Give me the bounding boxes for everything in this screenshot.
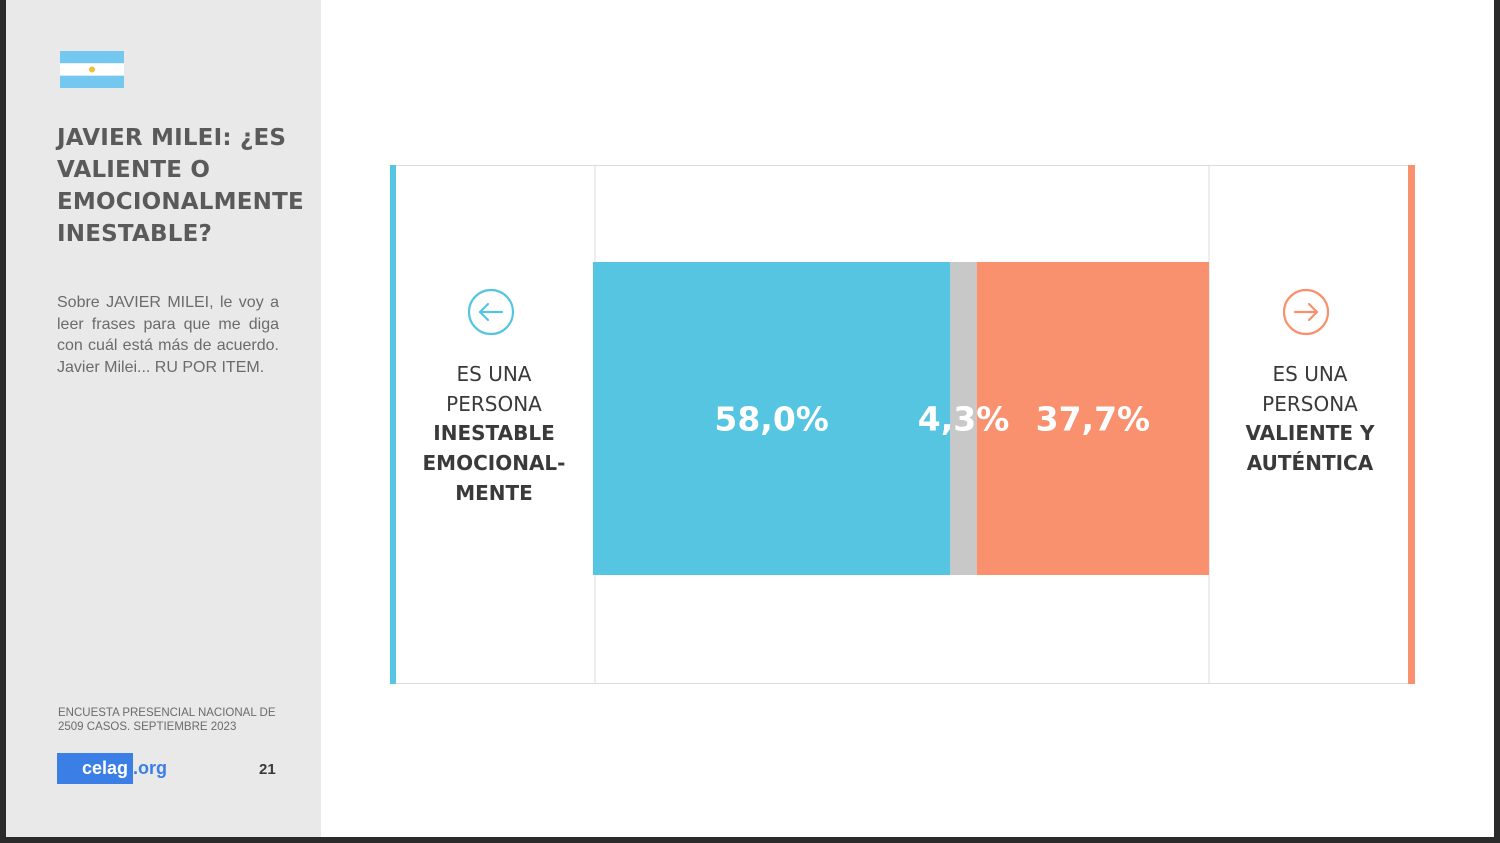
- right-label-bold2: AUTÉNTICA: [1247, 451, 1374, 475]
- arrow-right-circle-icon: [1282, 288, 1330, 336]
- value-label-neutral: 4,3%: [918, 400, 1010, 439]
- sidebar: JAVIER MILEI: ¿ES VALIENTE O EMOCIONALME…: [6, 0, 321, 837]
- right-label-bold1: VALIENTE Y: [1246, 421, 1375, 445]
- right-label-line1: ES UNA: [1273, 362, 1348, 386]
- arrow-left-circle-icon: [467, 288, 515, 336]
- question-text: Sobre JAVIER MILEI, le voy a leer frases…: [57, 294, 279, 376]
- left-label-line2: PERSONA: [446, 392, 542, 416]
- slide: JAVIER MILEI: ¿ES VALIENTE O EMOCIONALME…: [6, 0, 1494, 837]
- source-note: ENCUESTA PRESENCIAL NACIONAL DE 2509 CAS…: [58, 707, 276, 733]
- chart: ES UNA PERSONA INESTABLE EMOCIONAL- MENT…: [390, 165, 1415, 684]
- left-label-bold3: MENTE: [455, 481, 533, 505]
- left-category-label: ES UNA PERSONA INESTABLE EMOCIONAL- MENT…: [423, 362, 566, 505]
- logo-main-text: celag: [82, 758, 129, 778]
- right-accent-bar: [1408, 165, 1415, 684]
- bar-neutral: [950, 262, 977, 575]
- left-accent-bar: [390, 165, 396, 684]
- left-label-bold1: INESTABLE: [433, 421, 554, 445]
- argentina-flag-icon: [60, 51, 124, 88]
- right-label-line2: PERSONA: [1262, 392, 1358, 416]
- left-label-bold2: EMOCIONAL-: [423, 451, 566, 475]
- value-label-inestable: 58,0%: [714, 400, 829, 439]
- bar-valiente: [976, 262, 1209, 575]
- bar-group: [593, 262, 1209, 575]
- value-label-valiente: 37,7%: [1036, 400, 1151, 439]
- logo-ext-text: .org: [133, 758, 167, 778]
- left-label-line1: ES UNA: [457, 362, 532, 386]
- value-label-group: 58,0% 4,3% 37,7%: [714, 400, 1150, 439]
- logo-box: [57, 753, 133, 784]
- celag-logo: celag .org: [57, 753, 173, 784]
- page-number: 21: [259, 761, 276, 778]
- right-category-label: ES UNA PERSONA VALIENTE Y AUTÉNTICA: [1246, 362, 1375, 475]
- bar-inestable: [593, 262, 951, 575]
- slide-title: JAVIER MILEI: ¿ES VALIENTE O EMOCIONALME…: [57, 125, 304, 247]
